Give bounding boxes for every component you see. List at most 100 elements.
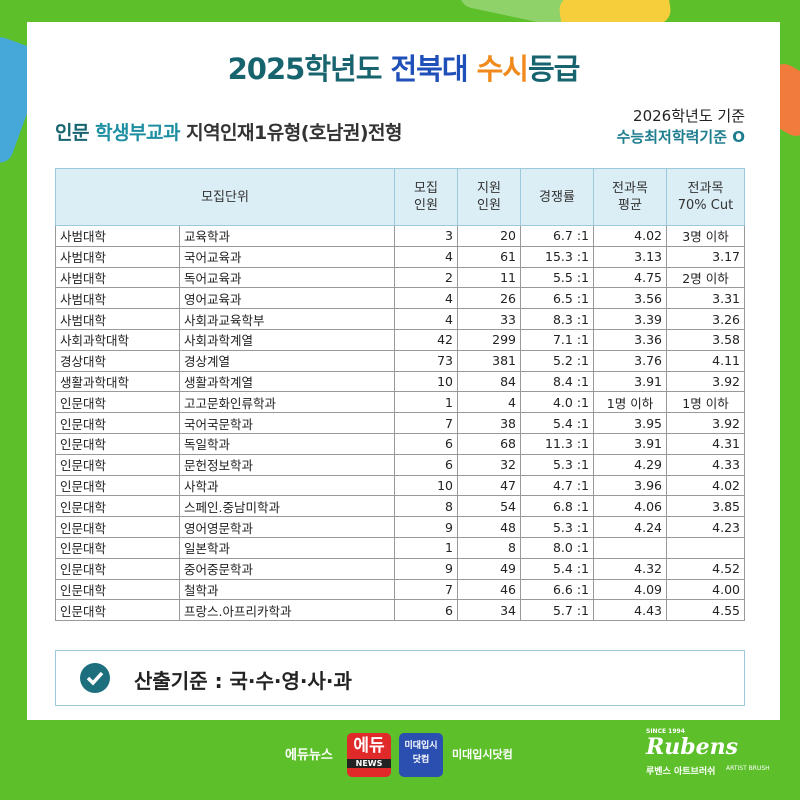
cell: 6.7 :1 xyxy=(520,225,594,247)
midae-logo-line: 닷컴 xyxy=(412,755,430,765)
college: 인문대학 xyxy=(55,432,180,455)
cell: 47 xyxy=(457,474,521,497)
cell: 3.39 xyxy=(593,308,667,330)
college: 사범대학 xyxy=(55,245,180,268)
cell: 42 xyxy=(394,328,458,351)
table-row: 사범대학 사회과교육학부 4 33 8.3 :1 3.39 3.26 xyxy=(55,308,745,330)
cell: 5.5 :1 xyxy=(520,266,594,289)
subtitle: 인문 학생부교과 지역인재1유형(호남권)전형 xyxy=(55,118,402,145)
cell: 3.92 xyxy=(666,412,745,434)
header-line: 인원 xyxy=(414,198,438,213)
cell: 6.8 :1 xyxy=(520,495,594,518)
college: 인문대학 xyxy=(55,599,180,622)
cell: 7 xyxy=(394,412,458,434)
department: 중어중문학과 xyxy=(179,557,395,580)
department: 문헌정보학과 xyxy=(179,453,395,476)
table-row: 인문대학 문헌정보학과 6 32 5.3 :1 4.29 4.33 xyxy=(55,453,745,476)
header-line: 70% Cut xyxy=(677,198,734,213)
table-row: 사범대학 영어교육과 4 26 6.5 :1 3.56 3.31 xyxy=(55,287,745,310)
department: 고고문화인류학과 xyxy=(179,391,395,414)
cell: 3.17 xyxy=(666,245,745,268)
cell: 7 xyxy=(394,578,458,601)
calculation-basis: 산출기준 : 국·수·영·사·과 xyxy=(134,669,352,693)
cell: 73 xyxy=(394,349,458,372)
cell: 3.13 xyxy=(593,245,667,268)
header-line: 전과목 xyxy=(612,181,648,196)
cell: 6.6 :1 xyxy=(520,578,594,601)
cell: 4.33 xyxy=(666,453,745,476)
header-line: 평균 xyxy=(618,198,642,213)
cell: 3.96 xyxy=(593,474,667,497)
cell: 1 xyxy=(394,391,458,414)
department: 국어교육과 xyxy=(179,245,395,268)
midae-text: 미대입시닷컴 xyxy=(452,748,513,761)
rubens-since: SINCE 1994 xyxy=(646,728,685,735)
header-line: 모집 xyxy=(414,181,438,196)
table-row: 인문대학 영어영문학과 9 48 5.3 :1 4.24 4.23 xyxy=(55,516,745,538)
department: 일본학과 xyxy=(179,536,395,559)
cell: 3.95 xyxy=(593,412,667,434)
cell: 2 xyxy=(394,266,458,289)
cell: 8 xyxy=(457,536,521,559)
cell: 11 xyxy=(457,266,521,289)
table-row: 인문대학 중어중문학과 9 49 5.4 :1 4.32 4.52 xyxy=(55,557,745,580)
table-row: 인문대학 사학과 10 47 4.7 :1 3.96 4.02 xyxy=(55,474,745,497)
footer-box: 산출기준 : 국·수·영·사·과 xyxy=(55,650,745,706)
cell: 8.4 :1 xyxy=(520,370,594,393)
college: 경상대학 xyxy=(55,349,180,372)
edunews-text: 에듀뉴스 xyxy=(285,748,333,763)
cell: 33 xyxy=(457,308,521,330)
cell: 3.36 xyxy=(593,328,667,351)
department: 영어교육과 xyxy=(179,287,395,310)
cell: 68 xyxy=(457,432,521,455)
cell: 4.31 xyxy=(666,432,745,455)
cell: 3.91 xyxy=(593,370,667,393)
cell: 3 xyxy=(394,225,458,247)
college: 사범대학 xyxy=(55,266,180,289)
department: 철학과 xyxy=(179,578,395,601)
text-part: 인문 xyxy=(55,122,96,144)
title: 2025학년도 전북대 수시등급 xyxy=(27,46,780,88)
cell: 3.31 xyxy=(666,287,745,310)
department: 국어국문학과 xyxy=(179,412,395,434)
column-header: 경쟁률 xyxy=(520,168,594,226)
cell: 5.4 :1 xyxy=(520,412,594,434)
header-line: 인원 xyxy=(477,198,501,213)
text-part: 지역인재1유형(호남권)전형 xyxy=(186,122,402,144)
cell: 61 xyxy=(457,245,521,268)
cell: 4 xyxy=(457,391,521,414)
cell: 3명 이하 xyxy=(666,225,745,247)
table-row: 인문대학 철학과 7 46 6.6 :1 4.09 4.00 xyxy=(55,578,745,601)
department: 사회과학계열 xyxy=(179,328,395,351)
cell: 1명 이하 xyxy=(666,391,745,414)
department: 생활과학계열 xyxy=(179,370,395,393)
department: 스페인.중남미학과 xyxy=(179,495,395,518)
card: 2025학년도 전북대 수시등급 인문 학생부교과 지역인재1유형(호남권)전형… xyxy=(27,22,780,720)
cell: 5.4 :1 xyxy=(520,557,594,580)
cell: 6 xyxy=(394,453,458,476)
cell: 15.3 :1 xyxy=(520,245,594,268)
college: 사범대학 xyxy=(55,225,180,247)
cell: 4 xyxy=(394,287,458,310)
table-body: 사범대학 교육학과 3 20 6.7 :1 4.02 3명 이하 사범대학 국어교육과 4 61 15… xyxy=(55,225,745,622)
cell: 26 xyxy=(457,287,521,310)
table-row: 사범대학 독어교육과 2 11 5.5 :1 4.75 2명 이하 xyxy=(55,266,745,289)
cell: 299 xyxy=(457,328,521,351)
cell: 5.3 :1 xyxy=(520,516,594,538)
cell: 4.23 xyxy=(666,516,745,538)
college: 인문대학 xyxy=(55,474,180,497)
cell: 8.3 :1 xyxy=(520,308,594,330)
college: 인문대학 xyxy=(55,391,180,414)
edunews-logo-sub: NEWS xyxy=(347,759,391,768)
cell: 4 xyxy=(394,308,458,330)
cell: 6.5 :1 xyxy=(520,287,594,310)
cell: 1명 이하 xyxy=(593,391,667,414)
table-row: 인문대학 고고문화인류학과 1 4 4.0 :1 1명 이하 1명 이하 xyxy=(55,391,745,414)
table-row: 생활과학대학 생활과학계열 10 84 8.4 :1 3.91 3.92 xyxy=(55,370,745,393)
midae-logo: 미대입시 닷컴 xyxy=(399,733,443,777)
cell: 3.58 xyxy=(666,328,745,351)
cell: 3.92 xyxy=(666,370,745,393)
department: 프랑스.아프리카학과 xyxy=(179,599,395,622)
